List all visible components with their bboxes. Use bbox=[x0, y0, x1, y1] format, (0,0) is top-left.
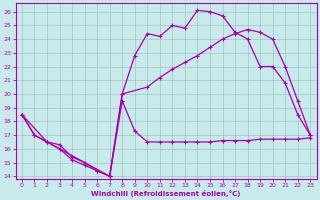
X-axis label: Windchill (Refroidissement éolien,°C): Windchill (Refroidissement éolien,°C) bbox=[92, 190, 241, 197]
